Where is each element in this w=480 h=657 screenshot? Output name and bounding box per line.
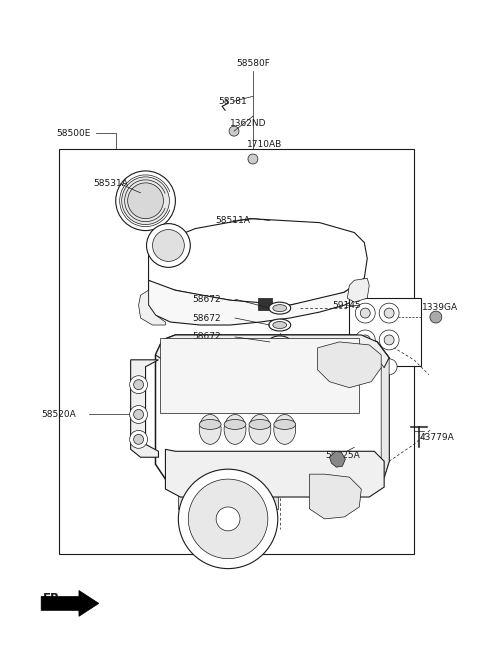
Circle shape: [130, 376, 147, 394]
Circle shape: [153, 229, 184, 261]
Bar: [179, 489, 278, 509]
Ellipse shape: [273, 321, 287, 328]
Text: 1710AB: 1710AB: [247, 139, 282, 148]
Circle shape: [360, 308, 370, 318]
Polygon shape: [348, 279, 369, 302]
Polygon shape: [166, 449, 384, 497]
Circle shape: [248, 154, 258, 164]
Circle shape: [133, 434, 144, 444]
Text: FR.: FR.: [43, 592, 65, 605]
Ellipse shape: [224, 419, 246, 430]
Circle shape: [130, 430, 147, 448]
Ellipse shape: [274, 415, 296, 444]
Polygon shape: [156, 335, 389, 489]
Ellipse shape: [199, 419, 221, 430]
Circle shape: [360, 335, 370, 345]
FancyBboxPatch shape: [349, 298, 421, 366]
Bar: [160, 338, 360, 413]
Circle shape: [379, 303, 399, 323]
Text: 58520A: 58520A: [42, 410, 76, 419]
Circle shape: [381, 359, 397, 374]
Ellipse shape: [274, 419, 296, 430]
Ellipse shape: [269, 319, 291, 331]
Text: 58531A: 58531A: [93, 179, 128, 189]
Ellipse shape: [273, 305, 287, 311]
Polygon shape: [156, 335, 389, 368]
Polygon shape: [329, 451, 346, 467]
Polygon shape: [310, 474, 361, 519]
Ellipse shape: [269, 336, 291, 348]
Text: 59145: 59145: [333, 301, 361, 309]
Text: 58500E: 58500E: [56, 129, 90, 137]
Circle shape: [128, 183, 164, 219]
Polygon shape: [318, 342, 381, 388]
Bar: [59, 149, 414, 554]
Circle shape: [355, 330, 375, 350]
Ellipse shape: [249, 415, 271, 444]
Circle shape: [229, 126, 239, 136]
Polygon shape: [369, 358, 389, 489]
Circle shape: [116, 171, 175, 231]
Text: 43779A: 43779A: [420, 433, 455, 442]
Circle shape: [384, 308, 394, 318]
Text: 58672: 58672: [192, 295, 221, 304]
Ellipse shape: [269, 302, 291, 314]
Ellipse shape: [249, 419, 271, 430]
Polygon shape: [41, 591, 99, 616]
Text: 58580F: 58580F: [236, 59, 270, 68]
Ellipse shape: [273, 338, 287, 346]
Ellipse shape: [224, 415, 246, 444]
Polygon shape: [139, 290, 166, 325]
Text: 1362ND: 1362ND: [230, 119, 266, 127]
Circle shape: [133, 409, 144, 419]
Text: 58581: 58581: [218, 97, 247, 106]
Polygon shape: [148, 219, 367, 305]
Polygon shape: [148, 279, 364, 325]
Circle shape: [188, 479, 268, 558]
Circle shape: [216, 507, 240, 531]
Text: 58511A: 58511A: [215, 216, 250, 225]
Text: 58672: 58672: [192, 313, 221, 323]
Ellipse shape: [199, 415, 221, 444]
Circle shape: [379, 330, 399, 350]
Circle shape: [430, 311, 442, 323]
Text: 58525A: 58525A: [325, 451, 360, 460]
Bar: [258, 298, 272, 310]
Polygon shape: [131, 360, 158, 457]
Circle shape: [122, 177, 169, 225]
Text: 1339GA: 1339GA: [422, 303, 458, 311]
Circle shape: [384, 335, 394, 345]
Circle shape: [130, 405, 147, 424]
Circle shape: [133, 380, 144, 390]
Circle shape: [179, 469, 278, 568]
Circle shape: [355, 303, 375, 323]
Circle shape: [146, 223, 190, 267]
Text: 58672: 58672: [192, 332, 221, 342]
